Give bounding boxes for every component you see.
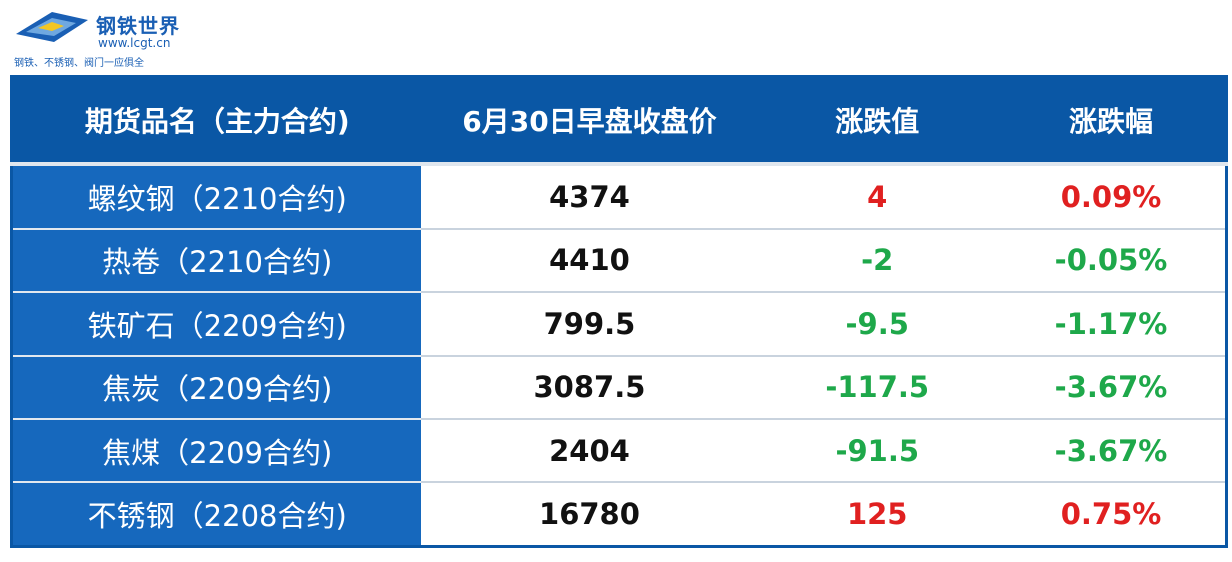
cell: -9.5 xyxy=(757,292,998,357)
cell: 3087.5 xyxy=(421,355,758,420)
product-name: 焦炭（2209合约) xyxy=(11,355,422,420)
cell: -0.05% xyxy=(997,228,1227,294)
table-row: 焦炭（2209合约) 3087.5 -117.5 -3.67% xyxy=(11,355,1227,420)
logo-icon xyxy=(16,12,88,42)
cell: 4 xyxy=(757,164,998,230)
cell: -91.5 xyxy=(757,418,998,484)
table-row: 焦煤（2209合约) 2404 -91.5 -3.67% xyxy=(11,418,1227,484)
product-name: 螺纹钢（2210合约) xyxy=(11,164,422,230)
cell: 0.75% xyxy=(997,482,1227,548)
table-row: 铁矿石（2209合约) 799.5 -9.5 -1.17% xyxy=(11,292,1227,357)
table-row: 热卷（2210合约) 4410 -2 -0.05% xyxy=(11,228,1227,294)
cell: -3.67% xyxy=(997,418,1227,484)
cell: 0.09% xyxy=(997,164,1227,230)
cell: 16780 xyxy=(421,482,758,548)
header-row: 期货品名（主力合约) 6月30日早盘收盘价 涨跌值 涨跌幅 xyxy=(11,76,1227,166)
table-row: 不锈钢（2208合约) 16780 125 0.75% xyxy=(11,482,1227,548)
url: www.lcgt.cn xyxy=(98,36,171,50)
cell: 4374 xyxy=(421,164,758,230)
cell: -1.17% xyxy=(997,292,1227,357)
cell: 125 xyxy=(757,482,998,548)
product-name: 焦煤（2209合约) xyxy=(11,418,422,484)
table-head: 期货品名（主力合约) 6月30日早盘收盘价 涨跌值 涨跌幅 xyxy=(11,76,1227,166)
column-header: 涨跌幅 xyxy=(997,76,1227,166)
cell: -2 xyxy=(757,228,998,294)
slogan: 钢铁、不锈钢、阀门一应俱全 xyxy=(14,58,144,69)
futures-table: 期货品名（主力合约) 6月30日早盘收盘价 涨跌值 涨跌幅 螺纹钢（2210合约) 43… xyxy=(10,75,1228,548)
product-name: 不锈钢（2208合约) xyxy=(11,482,422,548)
column-header: 涨跌值 xyxy=(757,76,998,166)
cell: -3.67% xyxy=(997,355,1227,420)
logo: 钢铁世界 www.lcgt.cn 钢铁、不锈钢、阀门一应俱全 xyxy=(12,6,212,70)
column-header: 期货品名（主力合约) xyxy=(11,76,422,166)
table-body: 螺纹钢（2210合约) 4374 4 0.09% 热卷（2210合约) 4410 -2 -0.… xyxy=(11,164,1227,548)
cell: 799.5 xyxy=(421,292,758,357)
product-name: 热卷（2210合约) xyxy=(11,228,422,294)
brand: 钢铁世界 xyxy=(96,14,180,38)
table-row: 螺纹钢（2210合约) 4374 4 0.09% xyxy=(11,164,1227,230)
cell: 4410 xyxy=(421,228,758,294)
product-name: 铁矿石（2209合约) xyxy=(11,292,422,357)
column-header: 6月30日早盘收盘价 xyxy=(421,76,758,166)
cell: 2404 xyxy=(421,418,758,484)
cell: -117.5 xyxy=(757,355,998,420)
